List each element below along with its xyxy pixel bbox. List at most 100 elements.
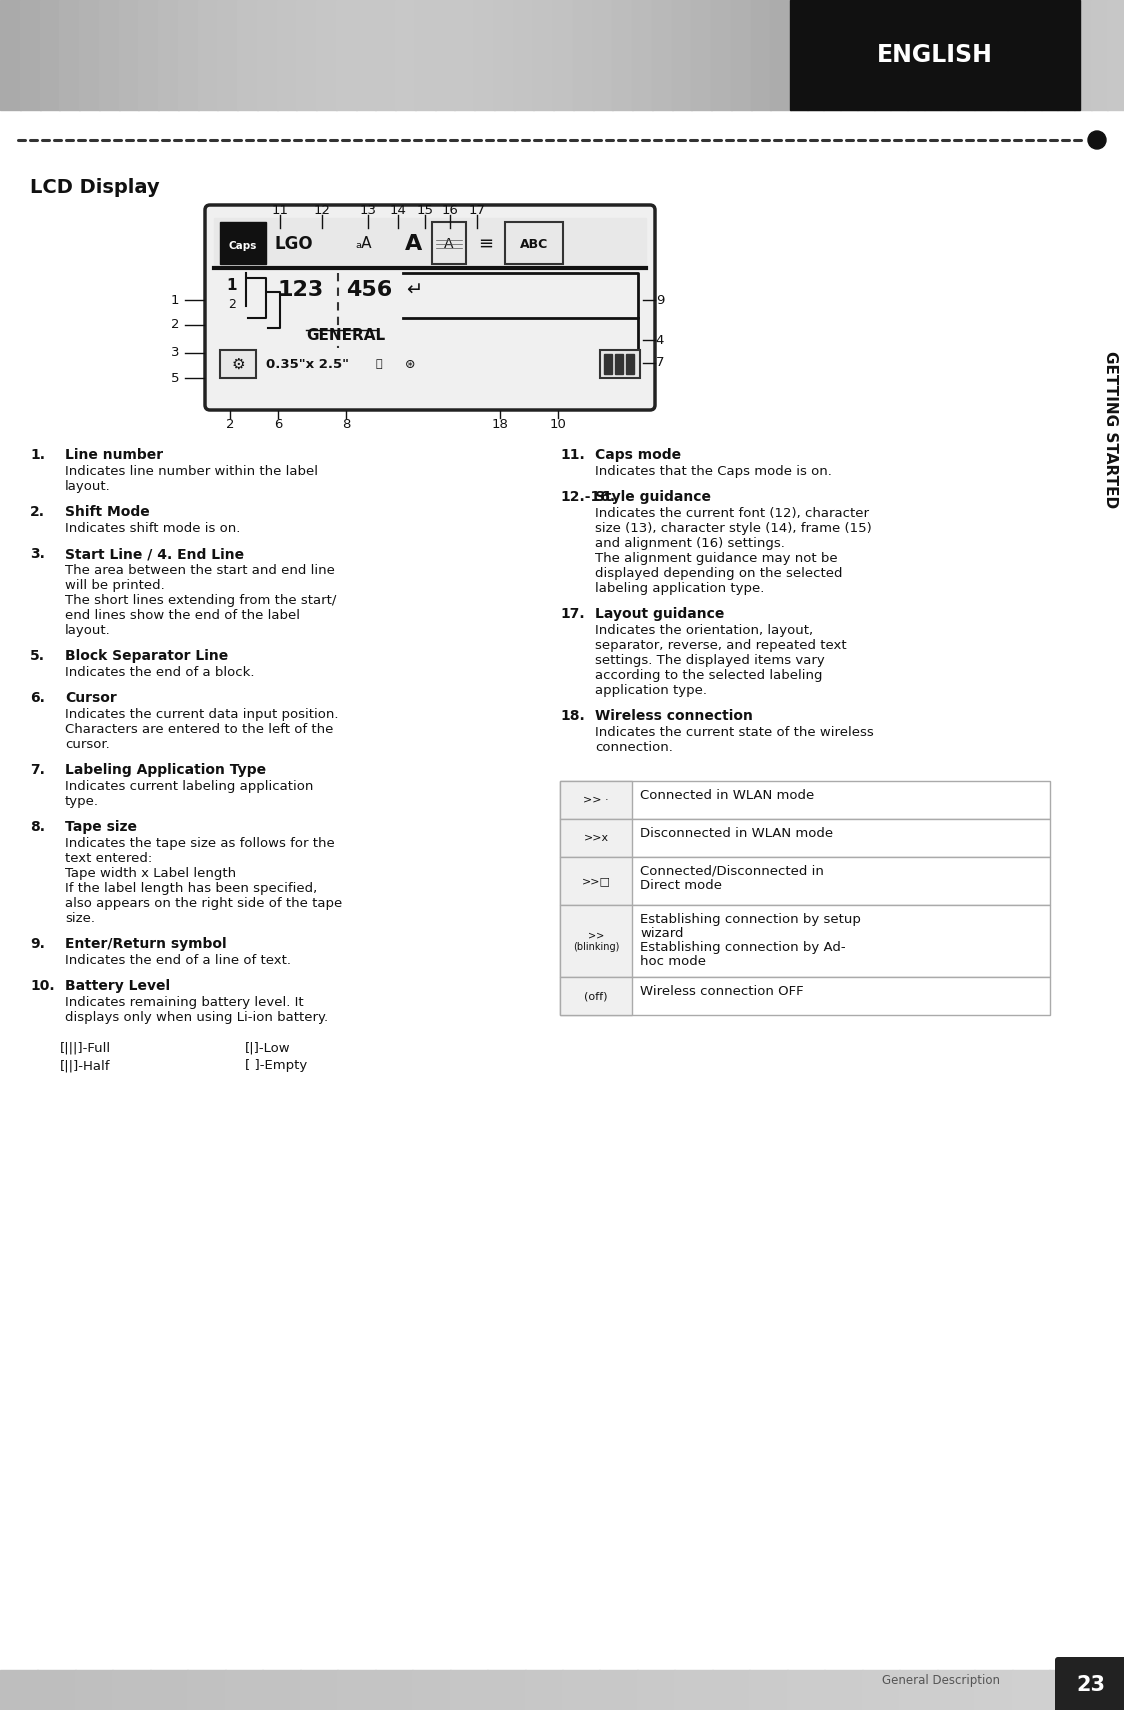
- Text: Indicates the end of a block.: Indicates the end of a block.: [65, 665, 254, 679]
- Bar: [652, 0, 672, 109]
- Text: 7.: 7.: [30, 763, 45, 776]
- Bar: [316, 0, 337, 109]
- Text: [||]-Half: [||]-Half: [60, 1058, 110, 1072]
- Bar: [560, 857, 632, 905]
- Text: labeling application type.: labeling application type.: [595, 581, 764, 595]
- Text: 12: 12: [314, 203, 330, 217]
- Bar: [671, 0, 692, 109]
- Text: ENGLISH: ENGLISH: [877, 43, 992, 67]
- Bar: [220, 222, 266, 263]
- Text: Wireless connection OFF: Wireless connection OFF: [640, 985, 804, 999]
- Text: 9: 9: [655, 294, 664, 306]
- Text: Cursor: Cursor: [65, 691, 117, 705]
- Text: Indicates the orientation, layout,: Indicates the orientation, layout,: [595, 624, 813, 638]
- Bar: [560, 819, 632, 857]
- Bar: [637, 1671, 676, 1710]
- Text: Indicates the current font (12), character: Indicates the current font (12), charact…: [595, 506, 869, 520]
- Text: A: A: [405, 234, 423, 255]
- Bar: [599, 1671, 638, 1710]
- Text: according to the selected labeling: according to the selected labeling: [595, 669, 823, 682]
- Text: Tape size: Tape size: [65, 821, 137, 834]
- Text: General Description: General Description: [882, 1674, 1000, 1686]
- Bar: [626, 354, 634, 374]
- Bar: [220, 351, 256, 378]
- Text: type.: type.: [65, 795, 99, 809]
- Text: 13: 13: [360, 203, 377, 217]
- Text: displays only when using Li-ion battery.: displays only when using Li-ion battery.: [65, 1011, 328, 1024]
- Text: layout.: layout.: [65, 624, 111, 638]
- Text: Indicates remaining battery level. It: Indicates remaining battery level. It: [65, 995, 303, 1009]
- Text: Battery Level: Battery Level: [65, 980, 170, 994]
- Bar: [415, 0, 435, 109]
- Text: (blinking): (blinking): [573, 942, 619, 952]
- Bar: [957, 0, 975, 109]
- Text: Style guidance: Style guidance: [595, 491, 711, 504]
- Text: cursor.: cursor.: [65, 739, 110, 751]
- Text: 1: 1: [171, 294, 179, 306]
- Bar: [560, 905, 1050, 976]
- Text: 5: 5: [171, 371, 179, 385]
- Text: [|||]-Full: [|||]-Full: [60, 1041, 111, 1053]
- Bar: [873, 0, 891, 109]
- Bar: [691, 0, 711, 109]
- Bar: [1049, 1671, 1088, 1710]
- Bar: [990, 0, 1008, 109]
- Text: Indicates current labeling application: Indicates current labeling application: [65, 780, 314, 793]
- Bar: [138, 0, 158, 109]
- Bar: [573, 0, 593, 109]
- Bar: [890, 0, 908, 109]
- Text: separator, reverse, and repeated text: separator, reverse, and repeated text: [595, 640, 846, 652]
- Circle shape: [1088, 132, 1106, 149]
- Bar: [432, 222, 466, 263]
- Text: Characters are entered to the left of the: Characters are entered to the left of th…: [65, 723, 334, 735]
- Bar: [39, 0, 61, 109]
- Bar: [592, 0, 614, 109]
- Bar: [1090, 0, 1108, 109]
- Text: Caps mode: Caps mode: [595, 448, 681, 462]
- Text: 6.: 6.: [30, 691, 45, 705]
- Text: (off): (off): [584, 992, 608, 1000]
- Text: Start Line / 4. End Line: Start Line / 4. End Line: [65, 547, 244, 561]
- Text: 456: 456: [346, 280, 392, 299]
- Text: Indicates line number within the label: Indicates line number within the label: [65, 465, 318, 479]
- Bar: [336, 0, 356, 109]
- Bar: [277, 0, 297, 109]
- Bar: [413, 1671, 451, 1710]
- Bar: [454, 0, 475, 109]
- Text: [|]-Low: [|]-Low: [245, 1041, 291, 1053]
- Text: 23: 23: [1077, 1676, 1106, 1695]
- Bar: [975, 1671, 1013, 1710]
- Bar: [300, 1671, 338, 1710]
- Bar: [37, 1671, 76, 1710]
- Bar: [1024, 0, 1042, 109]
- Text: >>x: >>x: [583, 833, 608, 843]
- Text: Wireless connection: Wireless connection: [595, 710, 753, 723]
- Text: LGO: LGO: [274, 234, 312, 253]
- Bar: [790, 0, 808, 109]
- Bar: [217, 0, 238, 109]
- Text: The short lines extending from the start/: The short lines extending from the start…: [65, 593, 336, 607]
- Bar: [0, 1671, 38, 1710]
- Text: ⊛: ⊛: [405, 357, 416, 371]
- Text: 18.: 18.: [560, 710, 584, 723]
- Text: text entered:: text entered:: [65, 852, 152, 865]
- Text: ABC: ABC: [520, 238, 549, 250]
- Text: LCD Display: LCD Display: [30, 178, 160, 197]
- Text: 🔒: 🔒: [375, 359, 382, 369]
- Text: >>□: >>□: [581, 876, 610, 886]
- Bar: [487, 1671, 526, 1710]
- Text: GETTING STARTED: GETTING STARTED: [1103, 352, 1117, 508]
- Bar: [824, 0, 841, 109]
- Bar: [395, 0, 416, 109]
- Text: 8: 8: [342, 419, 351, 431]
- Text: displayed depending on the selected: displayed depending on the selected: [595, 568, 843, 580]
- Bar: [1087, 1671, 1124, 1710]
- Bar: [613, 0, 633, 109]
- Bar: [198, 0, 218, 109]
- Text: ≡: ≡: [478, 234, 493, 253]
- Text: Indicates the end of a line of text.: Indicates the end of a line of text.: [65, 954, 291, 966]
- Bar: [1007, 0, 1025, 109]
- FancyBboxPatch shape: [205, 205, 655, 410]
- Text: Block Separator Line: Block Separator Line: [65, 650, 228, 663]
- Bar: [493, 0, 515, 109]
